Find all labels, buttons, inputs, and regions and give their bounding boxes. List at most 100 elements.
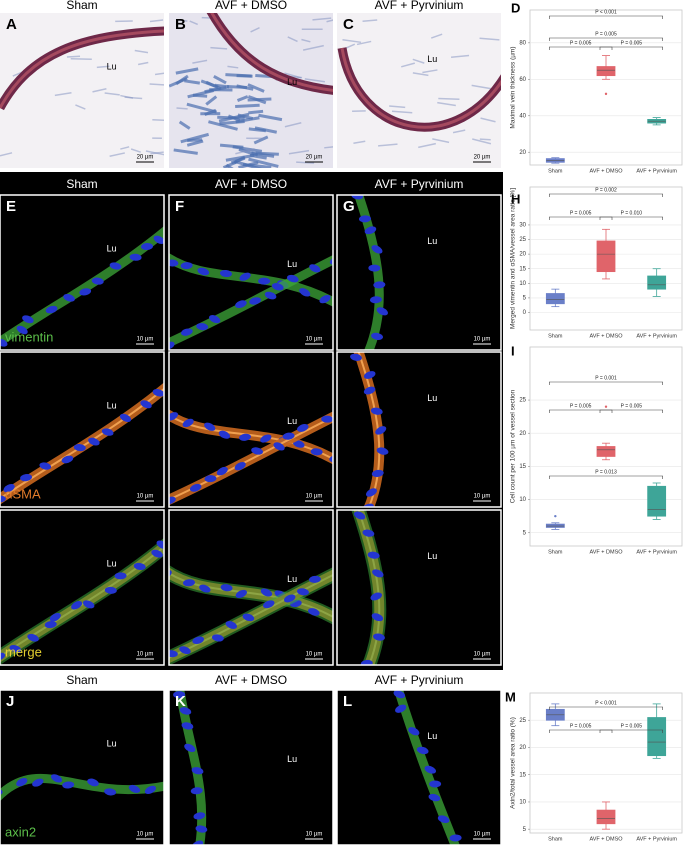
nucleus [271, 283, 284, 291]
nucleus [181, 722, 194, 730]
significance-bracket [549, 706, 663, 710]
nucleus [282, 432, 295, 440]
nucleus [169, 496, 176, 505]
nucleus [61, 455, 74, 464]
nucleus [144, 785, 156, 795]
significance-bracket [549, 37, 663, 41]
stroma [204, 85, 227, 94]
nucleus [0, 338, 8, 347]
lumen-label: Lu [287, 416, 297, 426]
image-frame [0, 351, 165, 508]
lumen-label: Lu [287, 77, 297, 87]
box [545, 293, 565, 305]
stroma [312, 17, 332, 21]
stroma [472, 138, 492, 145]
nucleus [153, 235, 164, 245]
lumen-label: Lu [427, 393, 437, 403]
image [337, 690, 501, 845]
significance-bracket [599, 409, 663, 413]
vessel-wall-inner [340, 47, 501, 129]
stroma [154, 72, 164, 76]
stroma [149, 19, 164, 23]
nucleus [263, 600, 275, 609]
scale-label: 10 µm [137, 337, 154, 343]
image [337, 510, 501, 665]
p-value: P < 0.001 [595, 9, 617, 15]
nucleus [273, 442, 285, 451]
stroma [225, 73, 252, 78]
nucleus [367, 551, 380, 559]
stroma [342, 39, 362, 44]
stroma [248, 109, 264, 115]
nucleus [239, 272, 251, 281]
image-frame [0, 689, 165, 845]
nucleus [114, 572, 127, 580]
significance-bracket [599, 46, 663, 50]
x-tick-label: AVF + DMSO [589, 168, 623, 174]
stroma [287, 36, 298, 43]
stroma [296, 161, 315, 164]
nucleus [297, 588, 309, 596]
image [337, 195, 501, 350]
stroma [284, 121, 302, 128]
nucleus [319, 294, 331, 304]
p-value: P = 0.005 [570, 40, 592, 46]
stain-label: axin2 [5, 824, 36, 839]
y-tick-label: 15 [519, 266, 526, 272]
y-tick-label: 10 [519, 497, 526, 503]
stroma [401, 62, 416, 68]
box [596, 240, 616, 273]
y-tick-label: 20 [519, 745, 526, 751]
box [596, 809, 616, 825]
image-panel: Lu 10 µm [336, 351, 502, 508]
p-value: P = 0.005 [621, 723, 643, 729]
image [0, 510, 164, 665]
nucleus [308, 575, 321, 583]
nucleus [369, 296, 382, 304]
stroma [152, 118, 164, 122]
significance-bracket [549, 193, 663, 197]
image-panel: Lu 10 µm [168, 509, 334, 666]
stroma [356, 40, 372, 46]
nucleus [372, 569, 384, 578]
y-axis-label: Maximal vein thickness (µm) [510, 46, 517, 128]
stroma [169, 77, 188, 88]
image-panel: Lu 10 µm [168, 351, 334, 508]
significance-bracket [549, 475, 663, 479]
smc-band [169, 415, 333, 501]
image-frame [168, 194, 334, 351]
nucleus [292, 440, 305, 448]
nucleus [363, 371, 376, 379]
vessel-wall-inner [210, 13, 333, 92]
significance-bracket [549, 729, 613, 733]
nucleus [16, 325, 28, 335]
nucleus [416, 746, 429, 755]
lumen-label: Lu [107, 62, 117, 72]
image [0, 352, 164, 507]
plot-frame [529, 186, 683, 331]
nucleus [169, 412, 178, 421]
scale-label: 10 µm [474, 494, 491, 500]
panel-letter: E [6, 198, 16, 215]
p-value: P = 0.002 [595, 187, 617, 193]
panel-letter: M [505, 689, 516, 704]
nucleus [209, 315, 221, 324]
image-panel: Lu 10 µm αSMA [0, 351, 165, 508]
stroma [200, 79, 219, 89]
nucleus [20, 474, 33, 482]
panel-letter: G [343, 198, 355, 215]
nucleus [368, 264, 381, 272]
nucleus [358, 215, 371, 223]
image [169, 195, 333, 350]
scale-label: 10 µm [306, 494, 323, 500]
lumen-label: Lu [287, 754, 297, 764]
stroma [326, 19, 333, 23]
p-value: P = 0.005 [621, 40, 643, 46]
nucleus [169, 650, 178, 658]
image [169, 690, 333, 845]
image [0, 195, 164, 350]
nucleus [79, 288, 92, 296]
image [169, 13, 333, 168]
stroma [175, 67, 199, 75]
